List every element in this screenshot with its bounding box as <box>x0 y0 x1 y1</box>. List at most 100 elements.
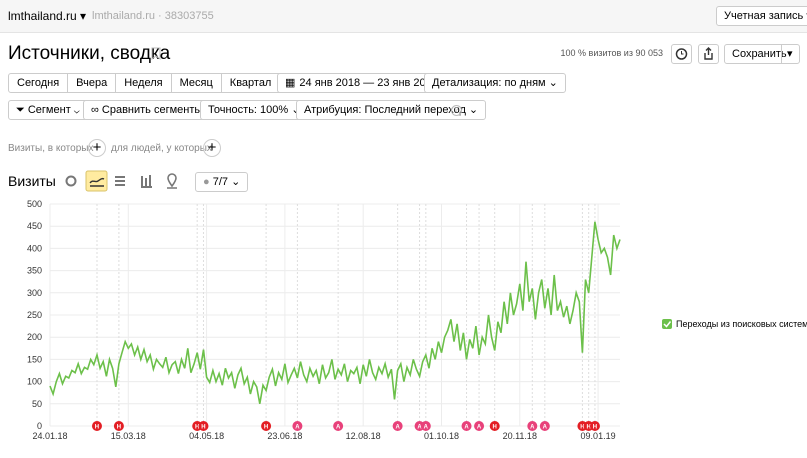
filter-label: Атрибуция: Последний переход <box>304 104 466 116</box>
x-tick-label: 23.06.18 <box>267 431 302 441</box>
counter-id: 38303755 <box>164 10 214 22</box>
annotation-marker <box>113 421 124 431</box>
y-tick-label: 250 <box>27 310 42 320</box>
annotation-marker <box>292 421 303 431</box>
accuracy-button[interactable]: Точность: 100% ⌄ <box>200 100 309 120</box>
annotation-label: Н <box>580 425 584 431</box>
save-label: Сохранить <box>732 48 787 60</box>
filter-label: Сравнить сегменты <box>101 104 203 116</box>
account-button[interactable]: Учетная запись ▾ <box>716 6 807 26</box>
annotation-marker <box>261 421 272 431</box>
period-tab[interactable]: Месяц <box>171 73 222 93</box>
filter-label: Сегмент <box>27 104 71 116</box>
annotation-label: А <box>464 425 469 431</box>
series-count: 7/7 <box>212 176 229 188</box>
legend-check <box>663 321 672 328</box>
y-tick-label: 100 <box>27 377 42 387</box>
period-tab[interactable]: Сегодня <box>8 73 69 93</box>
y-tick-label: 50 <box>32 399 42 409</box>
series-count-button[interactable]: ● 7/7 ⌄ <box>195 172 249 192</box>
chart-type-icons <box>65 170 177 192</box>
period-tab[interactable]: Вчера <box>68 73 117 93</box>
annotation-label: Н <box>587 425 591 431</box>
history-button[interactable] <box>671 44 692 64</box>
annotation-marker <box>539 421 550 431</box>
annotation-marker <box>527 421 538 431</box>
add-condition[interactable]: + <box>203 139 221 157</box>
annotation-marker <box>198 421 209 431</box>
x-tick-label: 09.01.19 <box>581 431 616 441</box>
pie-icon[interactable] <box>65 175 77 187</box>
y-tick-label: 0 <box>37 421 42 431</box>
annotation-label: Н <box>95 425 99 431</box>
line-icon <box>89 177 105 187</box>
y-tick-label: 450 <box>27 221 42 231</box>
x-tick-label: 12.08.18 <box>346 431 381 441</box>
segment-button[interactable]: ⏷ Сегмент ⌄ <box>8 100 88 120</box>
compare-button[interactable]: ∞ Сравнить сегменты ⌄ <box>83 100 223 120</box>
series-line <box>49 221 621 404</box>
annotation-label: А <box>395 425 400 431</box>
annotation-label: Н <box>493 425 497 431</box>
annotation-marker <box>91 421 102 431</box>
annotation-label: А <box>477 425 482 431</box>
bookmark-icon[interactable] <box>151 47 161 60</box>
site-alias-text: lmthailand.ru <box>92 10 155 22</box>
annotation-marker <box>589 421 600 431</box>
y-tick-label: 150 <box>27 354 42 364</box>
export-icon <box>704 47 713 60</box>
annotation-marker <box>333 421 344 431</box>
chart: 0 50 100 150 200 250 300 350 400 450 500 24.01.18 15… <box>27 199 807 441</box>
x-tick-label: 20.11.18 <box>503 431 537 441</box>
annotation-marker <box>392 421 403 431</box>
site-selector[interactable]: lmthailand.ru ▾ <box>8 9 87 23</box>
export-button[interactable] <box>698 44 719 64</box>
page-title: Источники, сводка <box>8 43 171 64</box>
y-tick-label: 400 <box>27 243 42 253</box>
annotation-label: Н <box>195 425 199 431</box>
save-dropdown[interactable]: ▾ <box>781 45 793 63</box>
y-tick-label: 300 <box>27 288 42 298</box>
annotation-label: А <box>417 425 422 431</box>
condition-visits: Визиты, в которых <box>8 143 94 154</box>
date-range-button[interactable]: ▦ 24 янв 2018 — 23 янв 2019 <box>277 73 446 93</box>
annotation-label: Н <box>593 425 597 431</box>
y-tick-label: 200 <box>27 332 42 342</box>
annotation-label: А <box>530 425 535 431</box>
annotation-label: А <box>424 425 429 431</box>
y-tick-label: 350 <box>27 266 42 276</box>
y-tick-label: 500 <box>27 199 42 209</box>
period-tab[interactable]: Квартал <box>221 73 281 93</box>
annotation-label: А <box>336 425 341 431</box>
legend-label: Переходы из поисковых систем <box>676 319 807 329</box>
annotation-label: Н <box>201 425 205 431</box>
account-label: Учетная запись <box>724 10 804 22</box>
add-condition[interactable]: + <box>88 139 106 157</box>
date-range: 24 янв 2018 — 23 янв 2019 <box>299 77 438 89</box>
filter-label: Точность: 100% <box>208 104 289 116</box>
detail-button[interactable]: Детализация: по дням ⌄ <box>424 73 566 93</box>
detail-label: Детализация: по дням <box>432 77 546 89</box>
annotation-marker <box>420 421 431 431</box>
save-button[interactable]: Сохранить ▾ <box>724 44 800 64</box>
annotation-label: А <box>543 425 548 431</box>
map-icon[interactable] <box>167 173 177 189</box>
legend-checkbox[interactable] <box>662 319 672 329</box>
annotation-marker <box>474 421 485 431</box>
x-tick-label: 04.05.18 <box>189 431 224 441</box>
attribution-button[interactable]: Атрибуция: Последний переход ⌄ <box>296 100 487 120</box>
stack-icon[interactable] <box>115 176 125 186</box>
period-tab[interactable]: Неделя <box>116 73 172 93</box>
x-tick-label: 24.01.18 <box>32 431 67 441</box>
clock-icon <box>675 48 688 60</box>
annotation-marker <box>489 421 500 431</box>
site-name: lmthailand.ru <box>8 9 77 23</box>
bar-icon[interactable] <box>141 175 152 188</box>
site-alias: lmthailand.ru · 38303755 <box>92 10 214 22</box>
help-icon[interactable]: ? <box>451 105 462 116</box>
condition-people: для людей, у которых <box>111 143 212 154</box>
top-bar: lmthailand.ru ▾ lmthailand.ru · 38303755… <box>0 0 807 33</box>
summary: 100 % визитов из 90 053 <box>560 48 663 58</box>
annotation-label: А <box>295 425 300 431</box>
